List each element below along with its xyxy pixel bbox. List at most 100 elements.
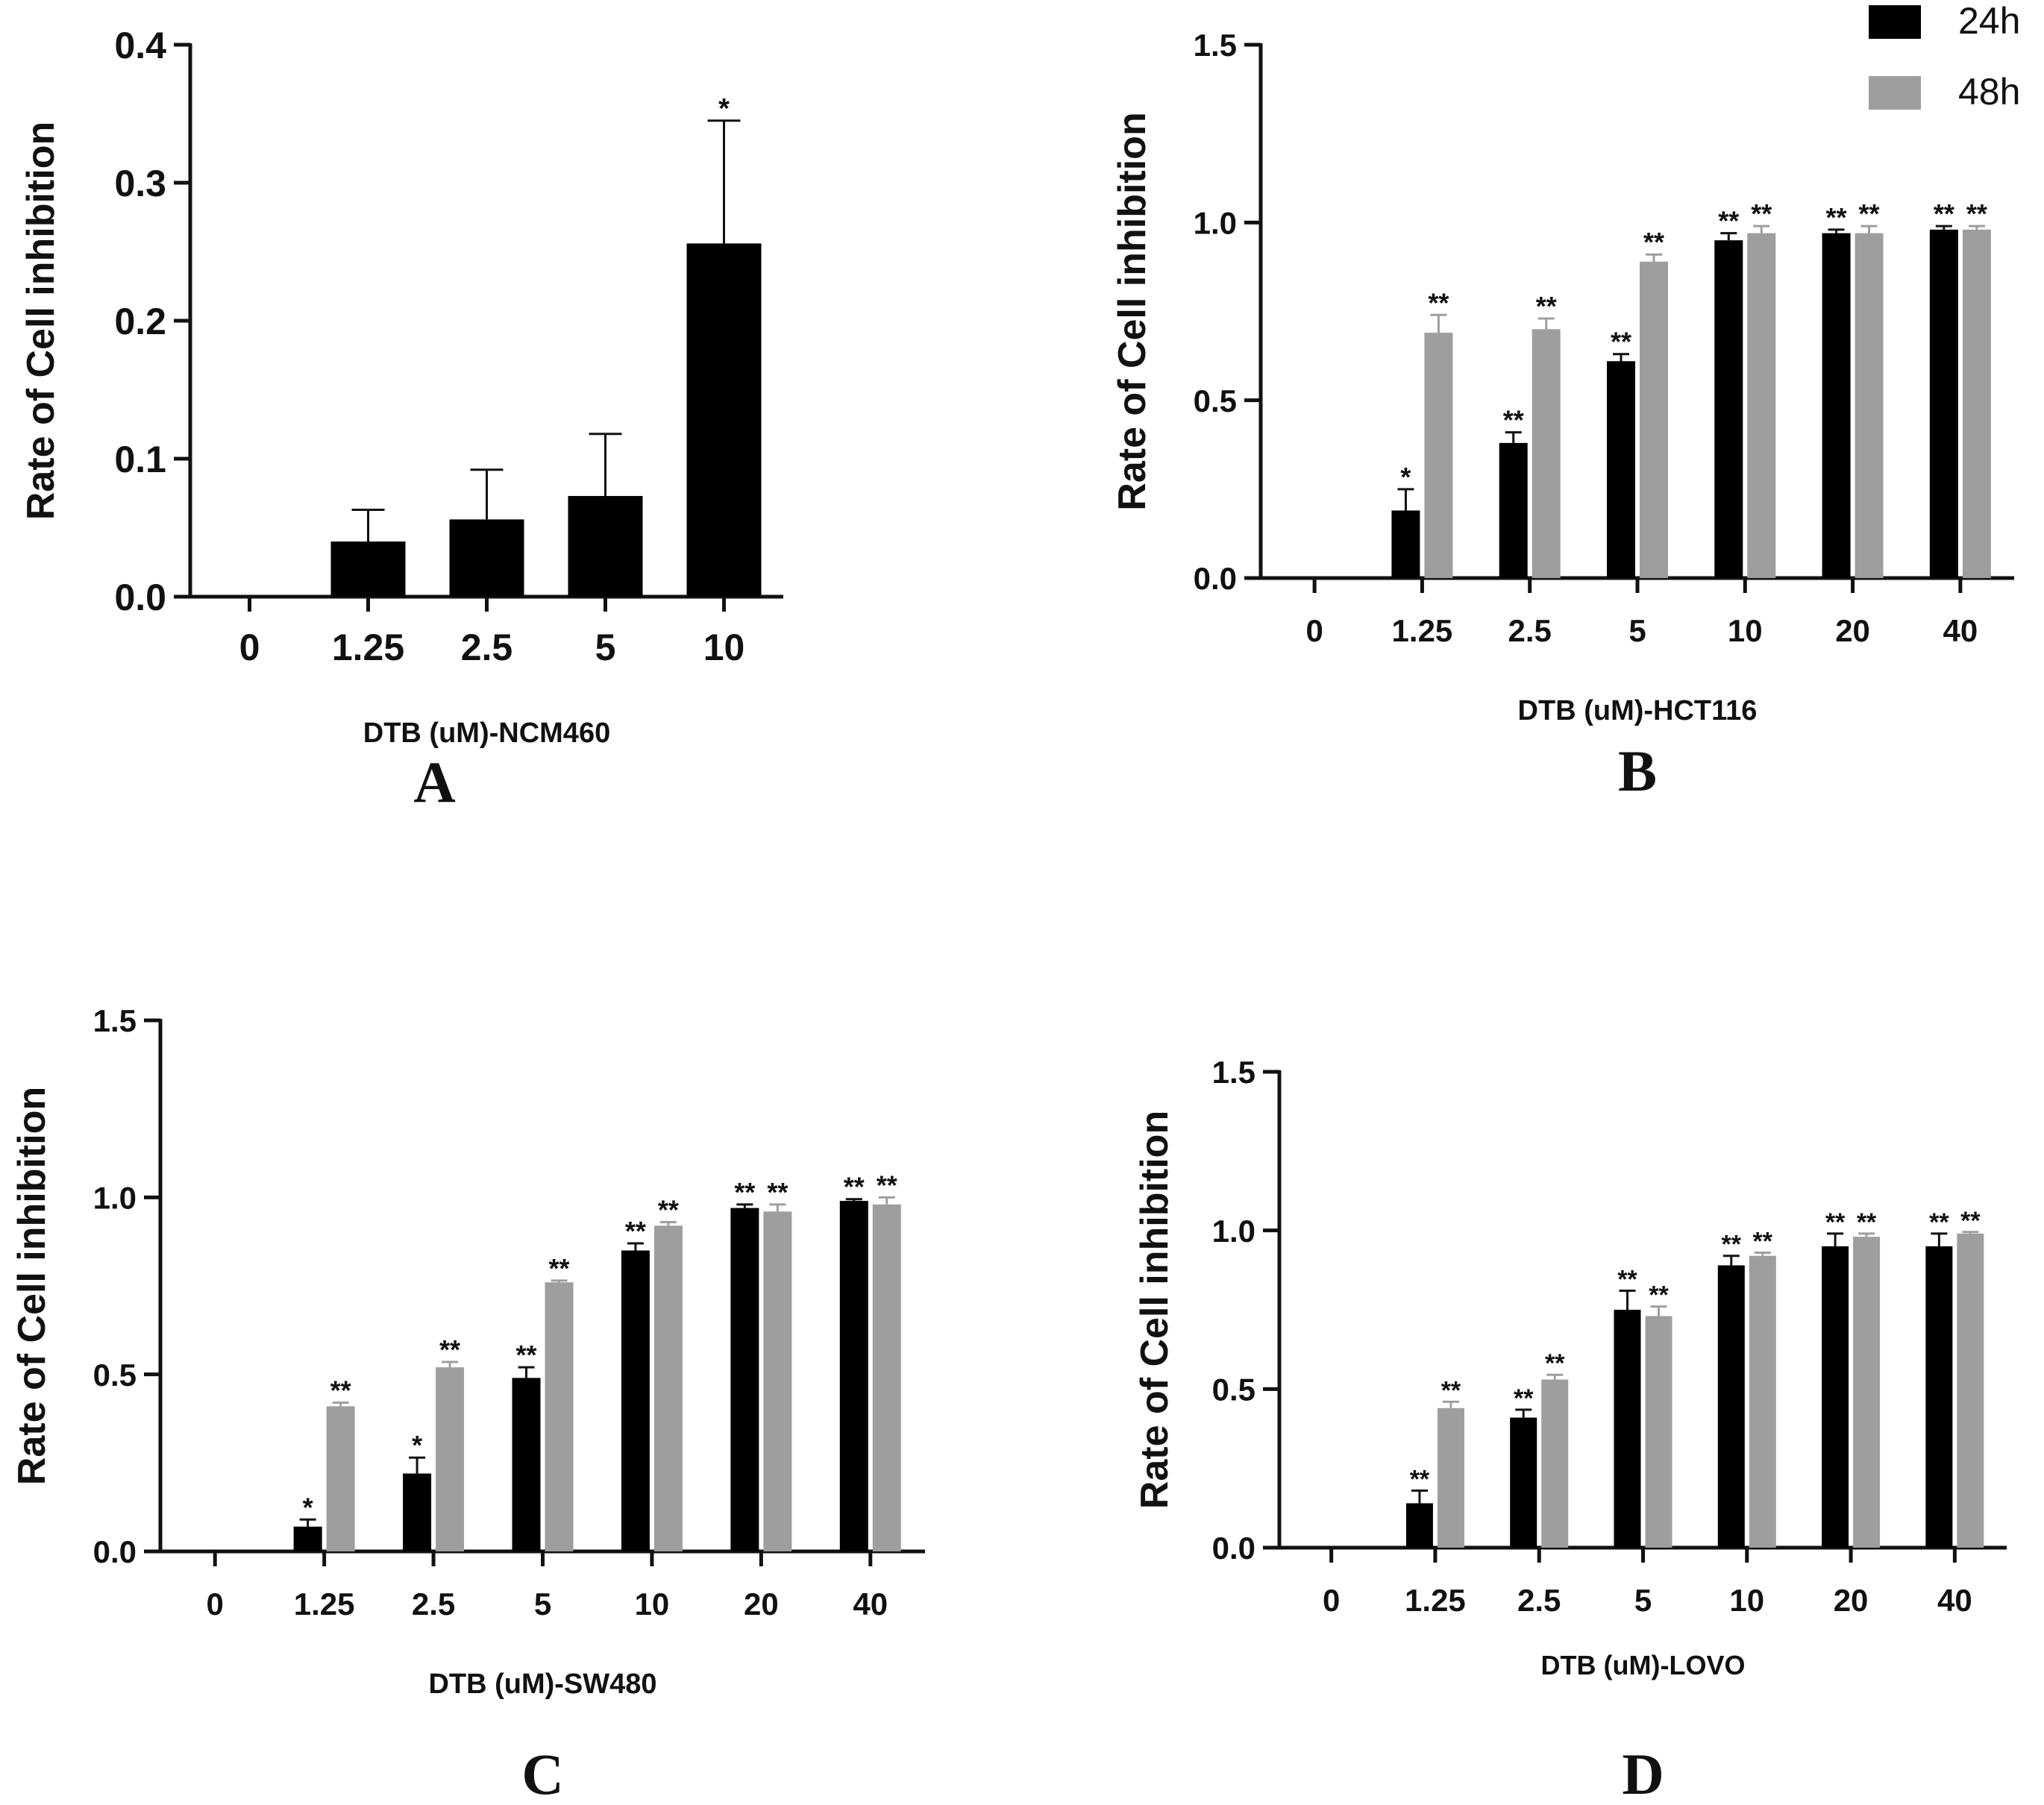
x-tick-label: 1.25	[294, 1586, 355, 1622]
bar	[1929, 229, 1958, 578]
significance-mark: **	[1966, 198, 1987, 229]
x-axis-label: DTB (uM)-SW480	[428, 1669, 656, 1700]
bar	[1437, 1407, 1464, 1548]
y-tick-label: 0.5	[1194, 383, 1237, 418]
significance-mark: **	[1503, 405, 1524, 436]
significance-mark: **	[1428, 287, 1449, 318]
x-tick-label: 20	[744, 1586, 779, 1622]
y-tick-label: 0.0	[1194, 561, 1237, 596]
x-tick-label: 10	[1728, 613, 1763, 648]
x-tick-label: 0	[1305, 613, 1323, 648]
x-tick-label: 40	[1937, 1583, 1972, 1618]
significance-mark: **	[877, 1170, 897, 1200]
x-tick-label: 40	[853, 1586, 888, 1622]
significance-mark: *	[1400, 462, 1411, 492]
bar	[653, 1225, 683, 1551]
significance-mark: **	[1545, 1349, 1565, 1378]
significance-mark: **	[658, 1195, 679, 1225]
significance-mark: **	[515, 1340, 536, 1370]
significance-mark: **	[548, 1253, 569, 1284]
bar	[1822, 233, 1851, 578]
y-tick-label: 1.0	[1212, 1214, 1255, 1249]
panel-letter: C	[521, 1742, 563, 1805]
bar	[1853, 1237, 1881, 1548]
bar	[1749, 1255, 1776, 1548]
y-axis-label: Rate of Cell inhibition	[1111, 112, 1154, 510]
bar	[730, 1208, 759, 1551]
y-tick-label: 0.2	[114, 301, 166, 342]
x-tick-label: 20	[1835, 613, 1870, 648]
significance-mark: **	[1441, 1376, 1461, 1404]
y-tick-label: 0.0	[93, 1534, 137, 1569]
bar	[763, 1211, 792, 1551]
bar	[1925, 1246, 1953, 1548]
significance-mark: **	[1929, 1208, 1949, 1237]
significance-mark: **	[1825, 1208, 1846, 1237]
significance-mark: **	[1611, 327, 1631, 357]
significance-mark: **	[734, 1177, 755, 1208]
x-tick-label: 5	[595, 627, 616, 668]
bar	[1532, 329, 1561, 578]
y-tick-label: 0.4	[114, 25, 166, 66]
x-tick-label: 5	[1634, 1583, 1652, 1618]
bar	[1607, 361, 1635, 578]
bar	[839, 1201, 868, 1551]
panel-a: 0.0 0.1 0.2 0.3 0.4 0 1.25 2.5 5 10 * Rate of Cell …	[19, 25, 783, 814]
y-tick-label: 1.5	[93, 1003, 137, 1038]
bar	[326, 1406, 355, 1551]
y-tick-label: 0.0	[114, 577, 166, 618]
significance-mark: **	[1722, 1231, 1742, 1259]
significance-mark: *	[718, 93, 730, 125]
y-tick-label: 0.5	[93, 1357, 137, 1393]
bar	[1640, 261, 1668, 578]
significance-mark: *	[412, 1430, 422, 1460]
significance-mark: **	[1934, 198, 1954, 229]
significance-mark: **	[330, 1375, 351, 1406]
y-axis-label: Rate of Cell inhibition	[1133, 1111, 1176, 1509]
x-tick-label: 10	[1729, 1583, 1764, 1618]
bar	[1405, 1503, 1433, 1548]
y-tick-label: 1.5	[1194, 28, 1237, 63]
x-tick-label: 1.25	[1392, 613, 1453, 648]
panel-b: 0.00.51.01.50 1.25 2.5 5 10 20 40******* ** ****…	[1111, 0, 2020, 803]
x-axis-label: DTB (uM)-HCT116	[1518, 695, 1758, 726]
y-tick-label: 0.5	[1212, 1372, 1255, 1407]
significance-mark: **	[1960, 1207, 1981, 1235]
x-tick-label: 0	[1323, 1583, 1340, 1618]
x-tick-label: 2.5	[1517, 1583, 1561, 1618]
legend: 24h 48h	[1869, 0, 2020, 113]
significance-mark: **	[439, 1334, 460, 1365]
significance-mark: **	[1643, 227, 1664, 257]
x-tick-label: 10	[703, 627, 745, 668]
significance-mark: **	[1536, 291, 1557, 321]
bar	[1499, 442, 1528, 578]
bar	[293, 1526, 322, 1551]
legend-swatch	[1869, 76, 1921, 110]
y-axis-label: Rate of Cell inhibition	[10, 1087, 54, 1485]
x-tick-label: 5	[1628, 613, 1646, 648]
bar	[545, 1282, 574, 1551]
bar	[1962, 229, 1991, 578]
legend-label: 48h	[1958, 71, 2020, 113]
bar	[512, 1378, 541, 1551]
bar	[686, 243, 762, 597]
significance-mark: **	[1410, 1465, 1430, 1493]
bar	[1614, 1310, 1641, 1548]
bar	[1747, 233, 1776, 578]
significance-mark: **	[1859, 198, 1880, 229]
panel-d: 0.0 0.5 1.0 1.5 0 1.25 2.5 5 10 20 40 ** ** ** ** ** ** *…	[1133, 1055, 2007, 1805]
bar	[872, 1204, 901, 1551]
x-tick-label: 20	[1834, 1583, 1869, 1618]
y-tick-label: 1.5	[1212, 1055, 1255, 1090]
significance-mark: **	[625, 1216, 646, 1246]
bar	[1510, 1417, 1537, 1548]
bar	[436, 1367, 465, 1551]
panel-letter: D	[1622, 1742, 1664, 1805]
significance-mark: **	[1826, 202, 1847, 233]
panel-letter: A	[413, 750, 455, 814]
y-axis-label: Rate of Cell inhibition	[19, 122, 63, 520]
bar	[1645, 1316, 1672, 1548]
y-tick-label: 0.0	[1212, 1531, 1255, 1566]
y-tick-label: 0.3	[114, 163, 166, 204]
y-tick-label: 1.0	[93, 1180, 137, 1215]
